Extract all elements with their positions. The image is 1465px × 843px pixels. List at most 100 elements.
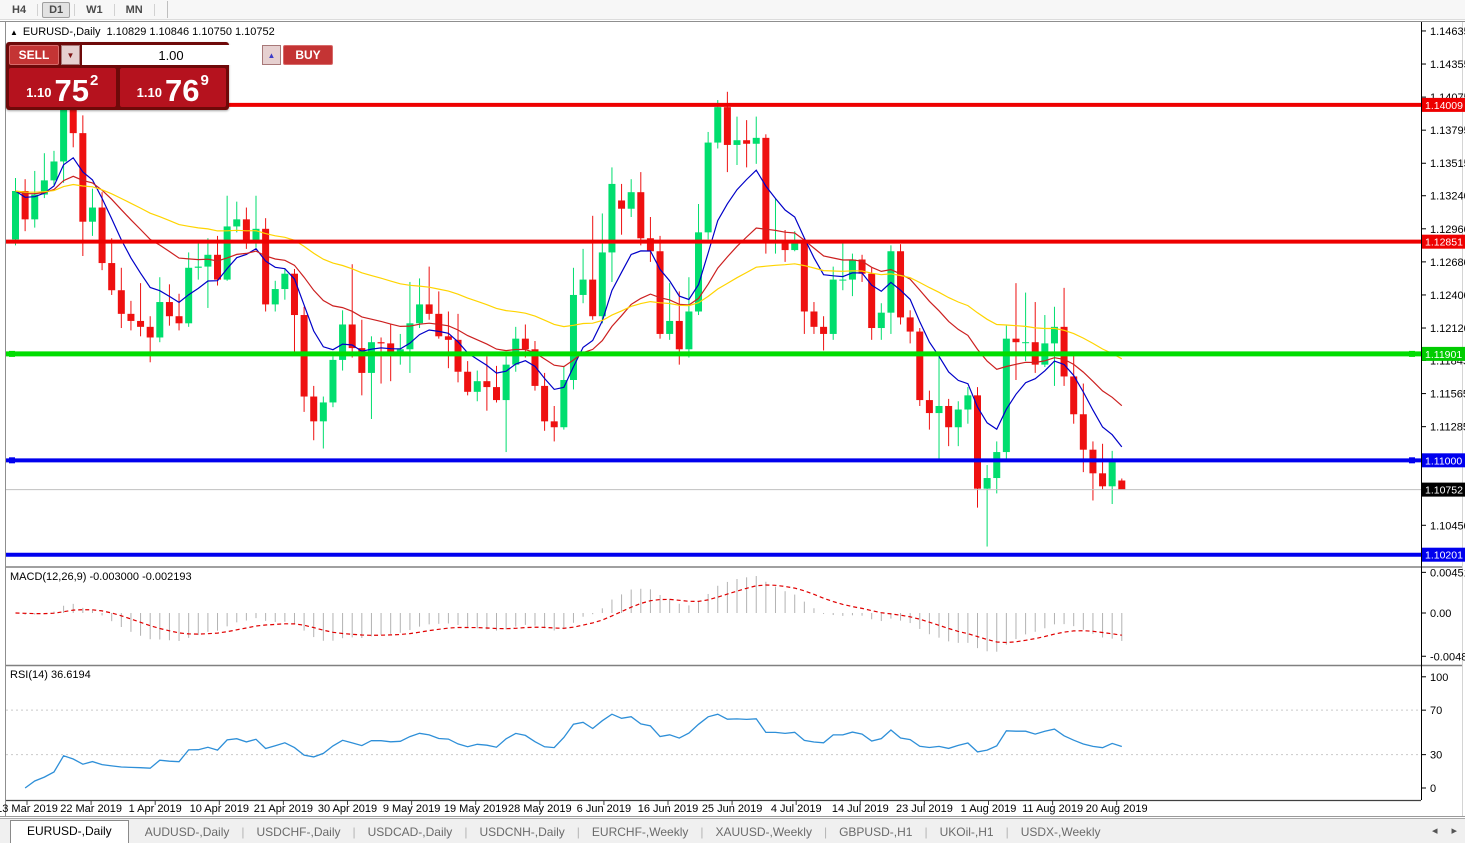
toolbar-separator xyxy=(74,3,76,16)
svg-text:70: 70 xyxy=(1430,705,1442,717)
svg-text:1.11565: 1.11565 xyxy=(1430,389,1465,401)
tabs-scroll-right-button[interactable]: ▸ xyxy=(1451,825,1457,837)
sell-button[interactable]: SELL xyxy=(9,45,59,65)
toolbar-separator xyxy=(37,3,39,16)
toolbar-separator xyxy=(113,3,115,16)
candlesticks xyxy=(12,49,1126,547)
svg-text:11 Aug 2019: 11 Aug 2019 xyxy=(1022,803,1083,815)
tab-separator: | xyxy=(924,825,928,839)
tab-usdcnh-daily[interactable]: USDCNH-,Daily xyxy=(479,825,565,839)
macd-label: MACD(12,26,9) -0.003000 -0.002193 xyxy=(10,571,192,583)
svg-text:1 Aug 2019: 1 Aug 2019 xyxy=(961,803,1017,815)
svg-text:1.14635: 1.14635 xyxy=(1430,26,1465,38)
svg-text:1.10752: 1.10752 xyxy=(1425,485,1463,497)
svg-text:1.13515: 1.13515 xyxy=(1430,158,1465,170)
triangle-down-icon: ▼ xyxy=(66,50,75,60)
svg-text:1 Apr 2019: 1 Apr 2019 xyxy=(129,803,182,815)
tab-separator: | xyxy=(352,825,356,839)
svg-text:13 Mar 2019: 13 Mar 2019 xyxy=(0,803,58,815)
svg-text:1.10450: 1.10450 xyxy=(1430,520,1465,532)
svg-text:28 May 2019: 28 May 2019 xyxy=(508,803,572,815)
toolbar-separator xyxy=(153,3,155,16)
moving-averages xyxy=(15,156,1123,448)
svg-text:1.12400: 1.12400 xyxy=(1430,290,1465,302)
sell-price-pip: 2 xyxy=(89,72,99,89)
svg-text:0.00: 0.00 xyxy=(1430,608,1451,620)
timeframe-button-w1[interactable]: W1 xyxy=(86,3,103,16)
tab-separator: | xyxy=(1005,825,1009,839)
svg-text:1.10201: 1.10201 xyxy=(1425,550,1463,562)
rsi-panel: 100 70 30 0 xyxy=(6,672,1448,795)
collapse-arrow-icon[interactable]: ▲ xyxy=(10,28,18,37)
svg-text:100: 100 xyxy=(1430,672,1448,684)
timeframe-button-h4[interactable]: H4 xyxy=(12,3,27,16)
svg-text:-0.004806: -0.004806 xyxy=(1430,651,1465,663)
svg-text:1.13240: 1.13240 xyxy=(1430,191,1465,203)
sell-price-display[interactable]: 1.10 75 2 xyxy=(9,68,116,107)
triangle-up-icon: ▲ xyxy=(267,50,276,60)
tabs-scroll-left-button[interactable]: ◂ xyxy=(1431,825,1438,837)
tab-eurusd-daily[interactable]: EURUSD-,Daily xyxy=(10,820,129,843)
svg-text:16 Jun 2019: 16 Jun 2019 xyxy=(638,803,699,815)
window-frame xyxy=(0,21,1465,817)
timeframe-button-mn[interactable]: MN xyxy=(125,3,143,16)
svg-text:23 Jul 2019: 23 Jul 2019 xyxy=(896,803,953,815)
volume-increase-button[interactable]: ▲ xyxy=(262,45,281,65)
tab-ukoil-h1[interactable]: UKOil-,H1 xyxy=(939,825,994,839)
chart-symbol-label: EURUSD-,Daily xyxy=(22,26,101,38)
date-axis: 13 Mar 2019 22 Mar 2019 1 Apr 2019 10 Apr 2… xyxy=(0,801,1148,815)
svg-text:9 May 2019: 9 May 2019 xyxy=(383,803,440,815)
chart-ohlc-label: 1.10829 1.10846 1.10750 1.10752 xyxy=(106,26,275,38)
buy-price-display[interactable]: 1.10 76 9 xyxy=(119,68,226,108)
toolbar-separator-long xyxy=(166,1,168,18)
tab-usdchf-daily[interactable]: USDCHF-,Daily xyxy=(256,825,341,839)
svg-text:6 Jun 2019: 6 Jun 2019 xyxy=(577,803,631,815)
svg-text:1.12120: 1.12120 xyxy=(1430,323,1465,335)
svg-text:1.11901: 1.11901 xyxy=(1425,349,1462,361)
tab-separator: | xyxy=(823,825,828,839)
svg-text:0: 0 xyxy=(1430,783,1436,795)
buy-price-prefix: 1.10 xyxy=(136,85,162,100)
sell-price-big: 75 xyxy=(54,73,89,108)
svg-text:19 May 2019: 19 May 2019 xyxy=(444,803,508,815)
buy-price-pip: 9 xyxy=(200,72,209,89)
timeframe-button-d1[interactable]: D1 xyxy=(42,1,71,18)
tab-usdx-weekly[interactable]: USDX-,Weekly xyxy=(1020,825,1101,839)
chart-tabs-bar: EURUSD-,Daily AUDUSD-,Daily | USDCHF-,Daily… xyxy=(0,818,1465,843)
sell-price-prefix: 1.10 xyxy=(26,85,52,100)
tab-xauusd-weekly[interactable]: XAUUSD-,Weekly xyxy=(715,825,812,839)
svg-text:22 Mar 2019: 22 Mar 2019 xyxy=(60,803,122,815)
tab-gbpusd-h1[interactable]: GBPUSD-,H1 xyxy=(839,825,913,839)
timeframe-toolbar: H4 D1 W1 MN xyxy=(0,0,1465,20)
tab-separator: | xyxy=(241,825,245,839)
buy-button[interactable]: BUY xyxy=(283,45,333,65)
horizontal-line-objects[interactable] xyxy=(6,102,1421,557)
volume-decrease-button[interactable]: ▼ xyxy=(61,45,80,65)
svg-text:1.13795: 1.13795 xyxy=(1430,125,1465,137)
svg-text:4 Jul 2019: 4 Jul 2019 xyxy=(771,803,822,815)
svg-text:0.004517: 0.004517 xyxy=(1430,567,1465,579)
svg-text:25 Jun 2019: 25 Jun 2019 xyxy=(702,803,763,815)
tab-separator: | xyxy=(576,825,580,839)
tab-separator: | xyxy=(464,825,468,839)
chart-title: ▲ EURUSD-,Daily 1.10829 1.10846 1.10750 1.… xyxy=(10,26,275,38)
rsi-label: RSI(14) 36.6194 xyxy=(10,669,91,681)
svg-text:1.14009: 1.14009 xyxy=(1425,100,1463,112)
buy-price-big: 76 xyxy=(164,73,200,108)
svg-text:1.12960: 1.12960 xyxy=(1430,224,1465,236)
svg-text:1.14355: 1.14355 xyxy=(1430,59,1465,71)
one-click-trading-panel: SELL ▼ ▲ BUY 1.10 75 2 1.10 76 9 xyxy=(6,42,333,110)
tab-audusd-daily[interactable]: AUDUSD-,Daily xyxy=(144,825,230,839)
tab-separator: | xyxy=(700,825,704,839)
tab-usdcad-daily[interactable]: USDCAD-,Daily xyxy=(367,825,453,839)
trade-buttons-row: SELL ▼ ▲ BUY xyxy=(9,45,333,65)
svg-text:1.11000: 1.11000 xyxy=(1425,455,1462,467)
volume-input[interactable] xyxy=(82,45,260,65)
svg-text:21 Apr 2019: 21 Apr 2019 xyxy=(254,803,313,815)
svg-text:1.12851: 1.12851 xyxy=(1425,237,1463,249)
svg-text:10 Apr 2019: 10 Apr 2019 xyxy=(190,803,249,815)
tabs-scroll-nav: ◂ ▸ xyxy=(1432,824,1457,837)
tab-eurchf-weekly[interactable]: EURCHF-,Weekly xyxy=(591,825,689,839)
